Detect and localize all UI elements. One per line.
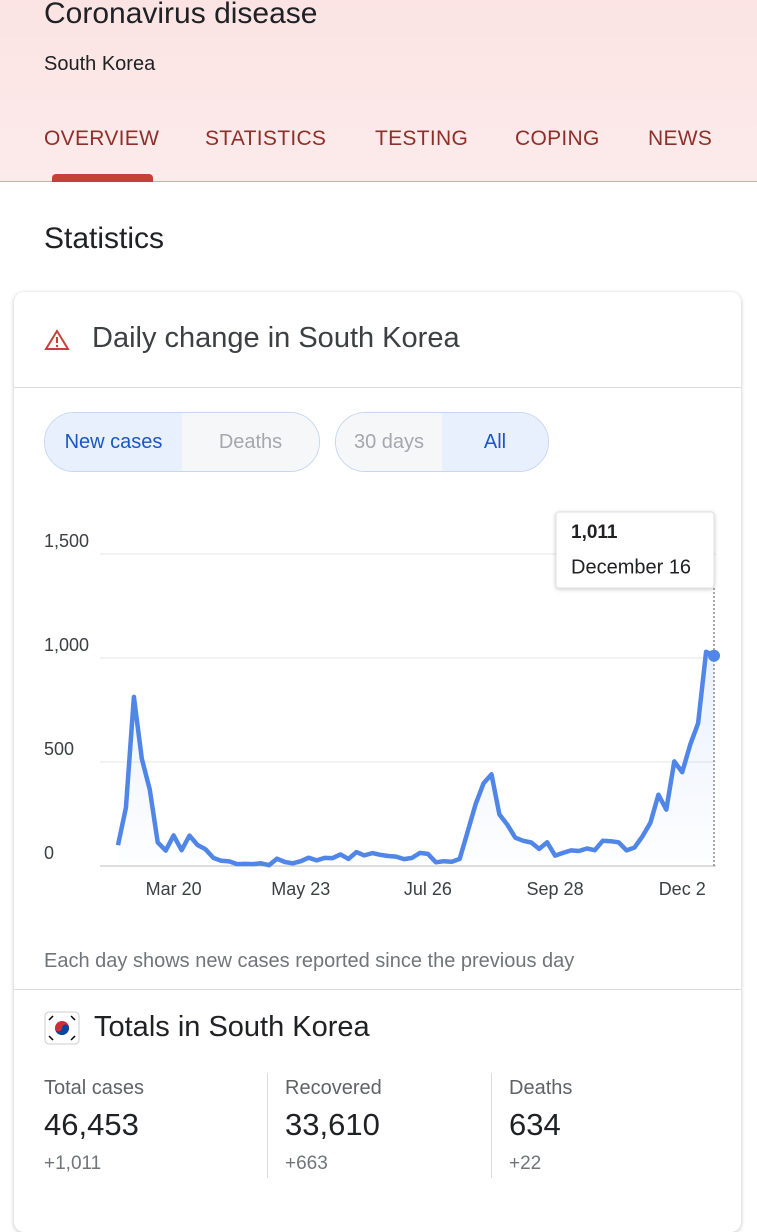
x-tick-label: May 23 — [271, 879, 330, 899]
stat-value: 634 — [509, 1107, 561, 1142]
tooltip-box — [555, 511, 715, 589]
header: Coronavirus disease South Korea OVERVIEW… — [0, 0, 757, 182]
stat-change: +663 — [285, 1153, 328, 1174]
stat-value: 33,610 — [285, 1107, 380, 1142]
point — [708, 649, 720, 662]
tooltip-value: 1,011 — [571, 522, 618, 543]
tab-indicator — [52, 174, 153, 182]
y-tick-label: 0 — [44, 843, 54, 863]
divider — [14, 387, 741, 388]
x-tick-label: Jul 26 — [404, 879, 452, 899]
tab[interactable]: COPING — [515, 127, 600, 150]
chart: 0 500 1,000 1,500 Mar 20 May 23 Jul 26 Sep 28 De… — [44, 511, 720, 899]
toggle[interactable]: 30 days — [336, 413, 442, 471]
toggle-group: 30 days All — [335, 412, 549, 472]
stat-label: Deaths — [509, 1077, 573, 1099]
stat-value: 46,453 — [44, 1107, 139, 1142]
line — [115, 649, 715, 868]
stat-label: Recovered — [285, 1077, 382, 1099]
totals-title: Totals in South Korea — [94, 1011, 370, 1043]
area — [118, 651, 714, 866]
warning-icon — [44, 329, 70, 350]
divider — [267, 1073, 268, 1178]
toggle[interactable]: New cases — [45, 413, 182, 471]
y-tick-label: 1,500 — [44, 531, 89, 551]
divider — [14, 989, 741, 990]
tab[interactable]: STATISTICS — [205, 127, 327, 150]
y-tick-label: 1,000 — [44, 635, 89, 655]
stat-label: Total cases — [44, 1077, 145, 1099]
subtitle: South Korea — [44, 53, 156, 75]
x-tick-label: Mar 20 — [146, 879, 202, 899]
section-title: Statistics — [44, 222, 165, 255]
stat-change: +1,011 — [44, 1153, 102, 1174]
tab[interactable]: TESTING — [375, 127, 469, 150]
tooltip-date: December 16 — [571, 556, 691, 578]
toggle[interactable]: Deaths — [182, 413, 319, 471]
x-tick-label: Dec 2 — [659, 879, 706, 899]
x-tick-label: Sep 28 — [527, 879, 584, 899]
toggle[interactable]: All — [442, 413, 548, 471]
y-tick-label: 500 — [44, 739, 74, 759]
tab[interactable]: NEWS — [648, 127, 713, 150]
title: Coronavirus disease — [44, 0, 318, 30]
divider — [491, 1073, 492, 1178]
flag-icon — [44, 1011, 80, 1045]
tab[interactable]: OVERVIEW — [44, 127, 160, 150]
stat-change: +22 — [509, 1153, 542, 1174]
card-title: Daily change in South Korea — [92, 322, 460, 354]
footnote: Each day shows new cases reported since … — [44, 950, 575, 972]
toggle-group: New cases Deaths — [44, 412, 320, 472]
page: Coronavirus disease South Korea OVERVIEW… — [0, 0, 757, 1178]
tooltip: 1,011 December 16 — [555, 511, 715, 589]
